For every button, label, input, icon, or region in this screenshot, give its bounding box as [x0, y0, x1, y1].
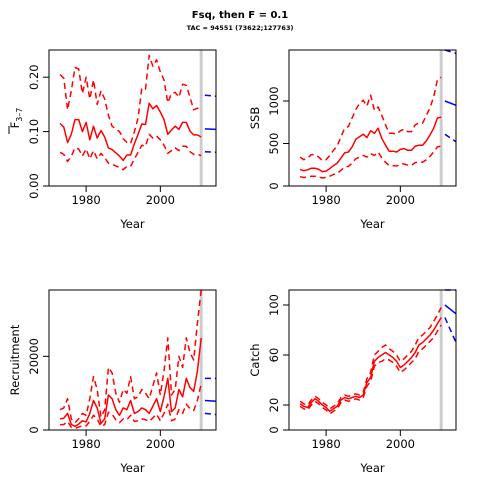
catch-historic-median-line [299, 317, 442, 413]
fbar-historic-lower-line [59, 133, 202, 171]
ssb-projection-median-line [444, 100, 457, 106]
recruitment-historic-lower-line [60, 383, 202, 429]
fbar-x-tick-label: 2000 [146, 193, 175, 207]
fbar-projection-upper-line [204, 94, 217, 97]
recruitment-x-tick-label: 2000 [146, 437, 175, 451]
ssb-y-tick-label: 0 [267, 182, 281, 189]
ssb-historic-lower-line [299, 145, 442, 179]
figure-subtitle: TAC = 94551 (73622;127763) [186, 24, 294, 32]
fbar-historic-upper-line [59, 54, 202, 145]
panel-ssb: 1980 2000 0 500 1000 Year SSB [248, 49, 457, 231]
catch-y-tick-label: 20 [267, 398, 281, 413]
fbar-projection-median-line [204, 128, 217, 131]
ssb-projection-upper-line [444, 49, 457, 55]
ssb-y-axis-label: SSB [248, 107, 262, 130]
catch-historic-upper-line [299, 307, 442, 410]
fbar-y-axis-label-subscript: 3–7 [15, 108, 24, 122]
panel-catch: 1980 2000 0 20 60 100 Year Catch [248, 289, 457, 475]
ssb-x-tick-label: 1980 [311, 193, 340, 207]
catch-projection-median-line [444, 304, 457, 315]
ssb-x-tick-label: 2000 [386, 193, 415, 207]
ssb-plot-frame [288, 49, 457, 187]
recruitment-x-tick-label: 1980 [71, 437, 100, 451]
fbar-y-tick-label: 0.20 [27, 64, 41, 90]
fbar-y-axis-label: F3–7 [8, 108, 24, 129]
fbar-y-tick-label: 0.10 [27, 119, 41, 145]
catch-x-tick-label: 2000 [386, 437, 415, 451]
recruitment-historic-median-line [59, 337, 202, 428]
catch-y-axis-label: Catch [248, 343, 262, 376]
ssb-historic-upper-line [299, 76, 442, 162]
fbar-x-tick-label: 1980 [71, 193, 100, 207]
ssb-y-tick-label: 500 [267, 133, 281, 155]
recruitment-historic-upper-line [59, 289, 202, 424]
panel-fbar: 1980 2000 0.00 0.10 0.20 Year F3–7 [8, 49, 217, 231]
catch-y-tick-label: 60 [267, 348, 281, 363]
ssb-y-tick-label: 1000 [267, 86, 281, 115]
ssb-historic-median-line [299, 116, 442, 173]
recruitment-projection-median-line [204, 399, 217, 403]
catch-x-tick-label: 1980 [311, 437, 340, 451]
recruitment-x-axis-label: Year [119, 461, 145, 475]
ssb-projection-lower-line [444, 133, 457, 143]
recruitment-projection-lower-line [204, 412, 217, 416]
catch-plot-frame [288, 289, 457, 431]
fbar-plot-frame [48, 49, 217, 187]
figure-title: Fsq, then F = 0.1 [191, 10, 289, 21]
fbar-y-axis-label-main: F [8, 122, 22, 129]
catch-y-tick-label: 100 [267, 294, 281, 316]
recruitment-plot-frame [48, 289, 217, 431]
fbar-x-axis-label: Year [119, 217, 145, 231]
recruitment-y-tick-label: 20000 [27, 338, 41, 375]
fbar-historic-median-line [59, 102, 202, 162]
ssb-x-axis-label: Year [359, 217, 385, 231]
recruitment-y-tick-label: 0 [27, 426, 41, 433]
fbar-y-tick-label: 0.00 [27, 173, 41, 199]
fbar-projection-lower-line [204, 150, 217, 154]
recruitment-y-axis-label: Recruitment [8, 324, 22, 395]
catch-projection-lower-line [444, 317, 457, 343]
catch-x-axis-label: Year [359, 461, 385, 475]
catch-y-tick-label: 0 [267, 426, 281, 433]
catch-historic-lower-line [299, 324, 442, 415]
